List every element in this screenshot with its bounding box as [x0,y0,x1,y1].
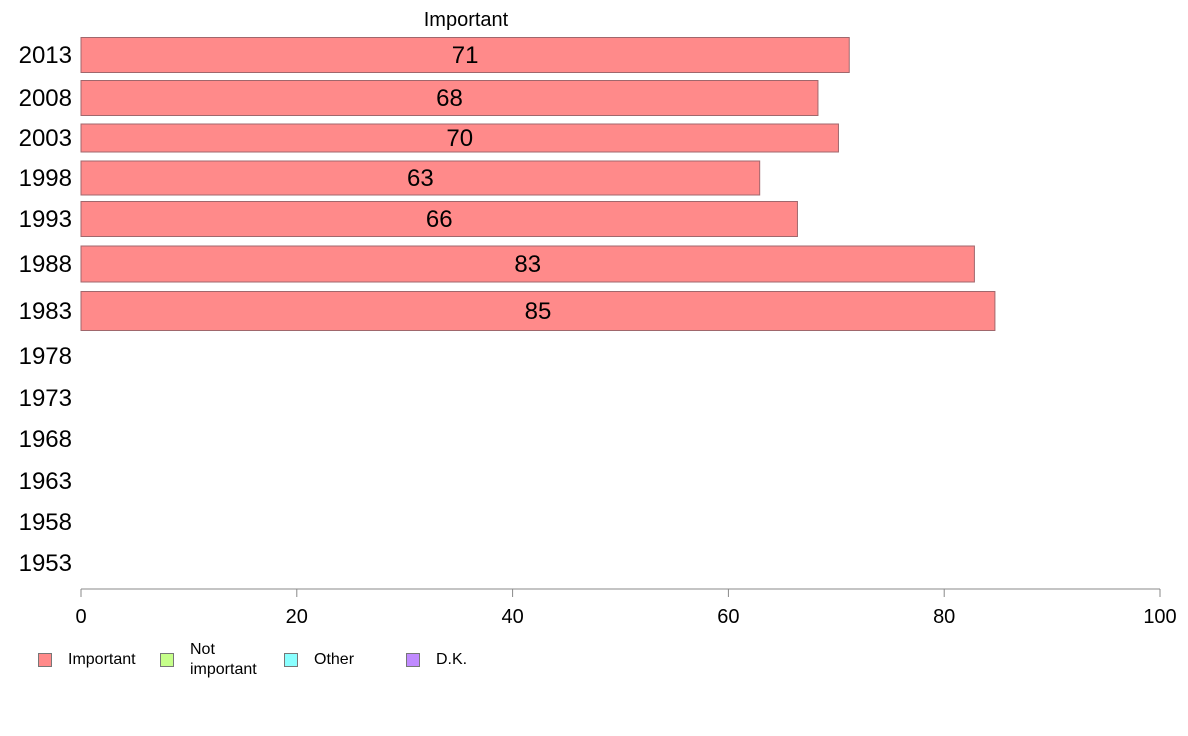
category-label: 1983 [19,298,72,325]
bar [80,160,761,196]
bar-value-label: 71 [452,42,479,69]
legend-item: Other [284,650,406,670]
legend-swatch [38,653,52,667]
legend-label: Other [314,650,354,670]
legend-label: D.K. [436,650,467,670]
legend-label-line: Important [68,651,136,668]
bar [80,80,819,116]
bar-value-label: 85 [525,298,552,325]
category-label: 2003 [19,125,72,152]
legend-swatch [284,653,298,667]
bar [80,37,850,73]
bar-value-label: 63 [407,165,434,192]
category-label: 1988 [19,251,72,278]
x-tick-label: 20 [286,606,308,628]
bar-value-label: 70 [446,125,473,152]
bar [80,201,798,237]
legend-label-line: D.K. [436,651,468,668]
legend-label: Not important [190,640,257,680]
category-label: 1958 [19,509,72,536]
bar [80,291,996,331]
header-label: Important [424,9,509,31]
legend-swatch [160,653,174,667]
category-label: 1973 [19,385,72,412]
bar-value-label: 68 [436,85,463,112]
x-tick-label: 80 [933,606,955,628]
bar-value-label: 83 [514,251,541,278]
legend-label: Important [68,650,136,670]
category-label: 1963 [19,468,72,495]
legend-item: Important [38,650,160,670]
category-label: 1993 [19,206,72,233]
category-label: 2013 [19,42,72,69]
category-label: 2008 [19,85,72,112]
legend-item: Not important [160,640,284,680]
legend: Important Not important Other D.K. [38,640,486,680]
category-label: 1978 [19,343,72,370]
legend-label-line: Not [190,641,215,658]
x-tick-label: 100 [1143,606,1176,628]
bar [80,123,839,153]
category-label: 1998 [19,165,72,192]
bar-value-label: 66 [426,206,453,233]
category-label: 1953 [19,550,72,577]
legend-label-line: Other [314,651,355,668]
legend-item: D.K. [406,650,486,670]
x-tick-label: 0 [75,606,86,628]
legend-label-line: important [190,661,257,678]
x-tick-label: 40 [501,606,523,628]
legend-swatch [406,653,420,667]
bar [80,245,975,283]
x-tick-label: 60 [717,606,739,628]
category-label: 1968 [19,426,72,453]
